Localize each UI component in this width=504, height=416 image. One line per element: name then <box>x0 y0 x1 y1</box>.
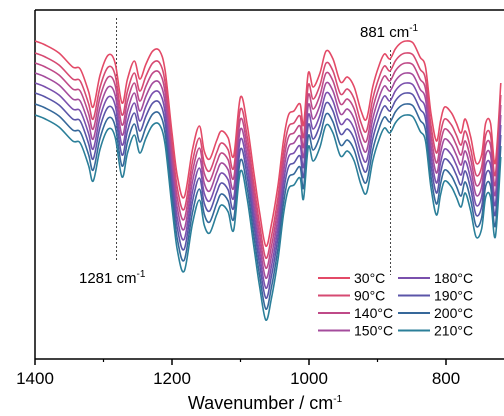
legend-label-6: 200°C <box>434 305 473 321</box>
x-tick-label-800: 800 <box>432 369 460 388</box>
series-line-1 <box>35 52 502 259</box>
x-axis-tick-labels: 1400 1200 1000 800 <box>16 369 460 388</box>
x-axis-label: Wavenumber / cm-1 <box>188 393 343 413</box>
series-line-4 <box>35 82 502 289</box>
x-tick-label-1000: 1000 <box>290 369 328 388</box>
series-line-6 <box>35 103 502 310</box>
legend-label-2: 140°C <box>354 305 393 321</box>
legend-label-7: 210°C <box>434 323 473 339</box>
series-group <box>35 40 502 321</box>
x-axis-ticks <box>34 359 447 365</box>
annotation-1281: 1281 cm-1 <box>79 269 146 287</box>
annotation-881: 881 cm-1 <box>360 23 419 41</box>
series-line-7 <box>35 114 502 321</box>
x-tick-label-1200: 1200 <box>153 369 191 388</box>
series-line-0 <box>35 40 502 247</box>
legend-label-5: 190°C <box>434 288 473 304</box>
series-line-3 <box>35 72 502 279</box>
x-tick-label-1400: 1400 <box>16 369 54 388</box>
legend-label-1: 90°C <box>354 288 385 304</box>
series-line-5 <box>35 92 502 299</box>
legend-label-4: 180°C <box>434 270 473 286</box>
legend-label-3: 150°C <box>354 323 393 339</box>
series-line-2 <box>35 62 502 269</box>
legend-label-0: 30°C <box>354 270 385 286</box>
